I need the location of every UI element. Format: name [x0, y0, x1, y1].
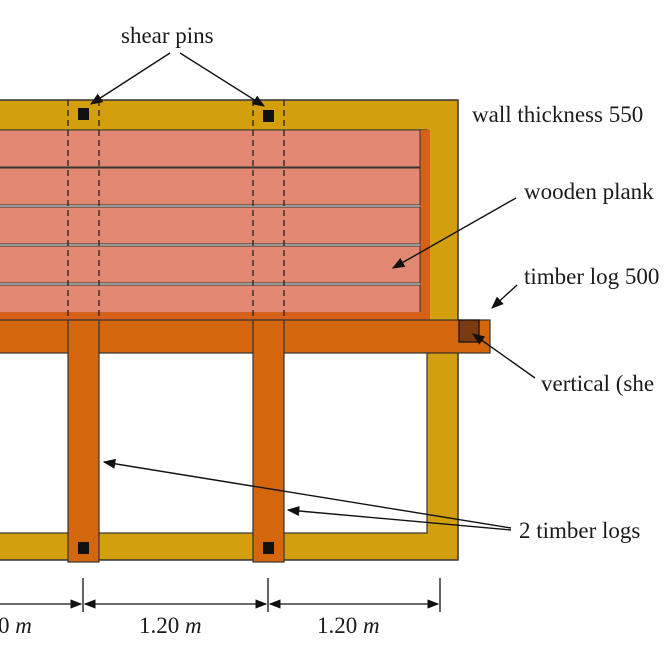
wooden-planks: [0, 129, 430, 322]
timber-log-vertical-2: [252, 319, 285, 563]
plank-5: [0, 284, 421, 314]
dimension-label-1: 0 m: [0, 613, 32, 638]
plank-bottom-edge: [0, 312, 430, 320]
label-wooden-planks: wooden plank: [524, 179, 654, 204]
label-wall-thickness: wall thickness 550: [472, 102, 643, 127]
plank-4: [0, 245, 421, 284]
plank-edge: [420, 130, 430, 322]
plank-1: [0, 129, 421, 168]
leader-lines: [89, 52, 536, 531]
dimension-lines: [0, 578, 441, 612]
label-two-timber-logs: 2 timber logs: [519, 518, 640, 543]
label-shear-pins: shear pins: [121, 23, 214, 48]
dimension-label-2: 1.20 m: [139, 613, 202, 638]
timber-log-vertical-1: [67, 319, 100, 563]
plank-2: [0, 167, 421, 206]
label-timber-log: timber log 500: [524, 264, 659, 289]
dimension-label-3: 1.20 m: [317, 613, 380, 638]
shear-pin-bottom-left: [78, 542, 89, 554]
plank-3: [0, 206, 421, 245]
shear-pin-top-left: [78, 108, 89, 120]
vertical-shear-block: [458, 319, 480, 343]
shear-pin-top-right: [263, 110, 274, 122]
shear-pin-bottom-right: [263, 542, 274, 554]
label-vertical-shear: vertical (she: [541, 371, 654, 396]
hidden-lines: [67, 100, 285, 320]
